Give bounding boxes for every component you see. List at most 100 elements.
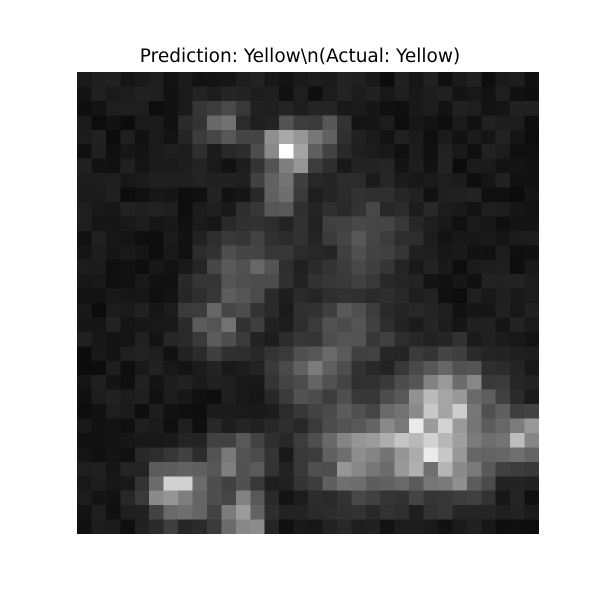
image-pixel [351, 173, 366, 188]
image-pixel [437, 317, 453, 332]
image-pixel [149, 115, 164, 130]
image-pixel [120, 490, 135, 506]
image-pixel [365, 187, 381, 202]
image-pixel [380, 115, 395, 130]
image-pixel [394, 447, 410, 462]
image-pixel [105, 245, 121, 260]
image-pixel [423, 216, 438, 231]
image-pixel [279, 100, 294, 116]
image-pixel [524, 375, 539, 390]
image-pixel [192, 173, 207, 188]
image-pixel [279, 288, 294, 303]
image-pixel [423, 274, 438, 289]
image-pixel [510, 245, 525, 260]
image-pixel [192, 274, 207, 289]
image-pixel [308, 100, 323, 116]
image-pixel [178, 461, 193, 477]
image-pixel [322, 216, 337, 231]
image-pixel [163, 216, 179, 231]
image-pixel [394, 404, 410, 419]
image-pixel [394, 245, 410, 260]
image-pixel [163, 432, 179, 448]
image-pixel [481, 317, 496, 332]
image-pixel [510, 432, 525, 448]
image-pixel [105, 259, 121, 275]
image-pixel [221, 519, 236, 534]
image-pixel [134, 201, 150, 217]
image-pixel [264, 129, 280, 145]
image-pixel [394, 389, 410, 405]
image-pixel [322, 519, 337, 534]
image-pixel [120, 360, 135, 376]
image-pixel [336, 100, 352, 116]
image-pixel [409, 230, 424, 246]
image-pixel [336, 201, 352, 217]
image-pixel [495, 144, 511, 159]
image-pixel [293, 72, 308, 87]
image-pixel [380, 447, 395, 462]
image-pixel [394, 201, 410, 217]
image-pixel [91, 72, 106, 87]
image-pixel [279, 519, 294, 534]
image-pixel [178, 201, 193, 217]
image-pixel [134, 490, 150, 506]
image-pixel [264, 317, 280, 332]
image-pixel [365, 288, 381, 303]
image-pixel [279, 245, 294, 260]
image-pixel [206, 303, 222, 318]
image-pixel [235, 447, 251, 462]
image-pixel [452, 216, 467, 231]
image-pixel [336, 490, 352, 506]
image-pixel [466, 331, 482, 347]
image-pixel [163, 245, 179, 260]
image-pixel [466, 346, 482, 361]
image-pixel [452, 404, 467, 419]
image-pixel [409, 418, 424, 433]
image-pixel [192, 115, 207, 130]
image-pixel [91, 173, 106, 188]
image-pixel [308, 288, 323, 303]
image-pixel [250, 461, 265, 477]
image-pixel [322, 317, 337, 332]
image-pixel [149, 100, 164, 116]
image-pixel [524, 432, 539, 448]
image-pixel [264, 432, 280, 448]
image-pixel [437, 158, 453, 174]
image-pixel [466, 158, 482, 174]
image-pixel [235, 86, 251, 101]
image-pixel [322, 303, 337, 318]
image-pixel [264, 375, 280, 390]
image-pixel [466, 259, 482, 275]
image-pixel [394, 288, 410, 303]
image-pixel [192, 158, 207, 174]
image-pixel [279, 201, 294, 217]
image-pixel [336, 476, 352, 491]
image-pixel [322, 245, 337, 260]
image-pixel [91, 375, 106, 390]
image-pixel [466, 245, 482, 260]
image-pixel [163, 346, 179, 361]
image-pixel [394, 115, 410, 130]
image-pixel [149, 187, 164, 202]
image-pixel [308, 505, 323, 520]
image-pixel [437, 519, 453, 534]
image-pixel [192, 389, 207, 405]
image-pixel [120, 129, 135, 145]
image-pixel [192, 86, 207, 101]
image-pixel [365, 274, 381, 289]
image-pixel [250, 317, 265, 332]
image-pixel [293, 230, 308, 246]
image-pixel [394, 274, 410, 289]
image-pixel [221, 259, 236, 275]
image-pixel [206, 375, 222, 390]
image-pixel [481, 375, 496, 390]
image-pixel [91, 447, 106, 462]
image-pixel [336, 129, 352, 145]
image-pixel [163, 389, 179, 405]
image-pixel [524, 317, 539, 332]
image-pixel [409, 245, 424, 260]
image-pixel [308, 72, 323, 87]
image-pixel [221, 505, 236, 520]
image-pixel [279, 115, 294, 130]
image-pixel [221, 230, 236, 246]
